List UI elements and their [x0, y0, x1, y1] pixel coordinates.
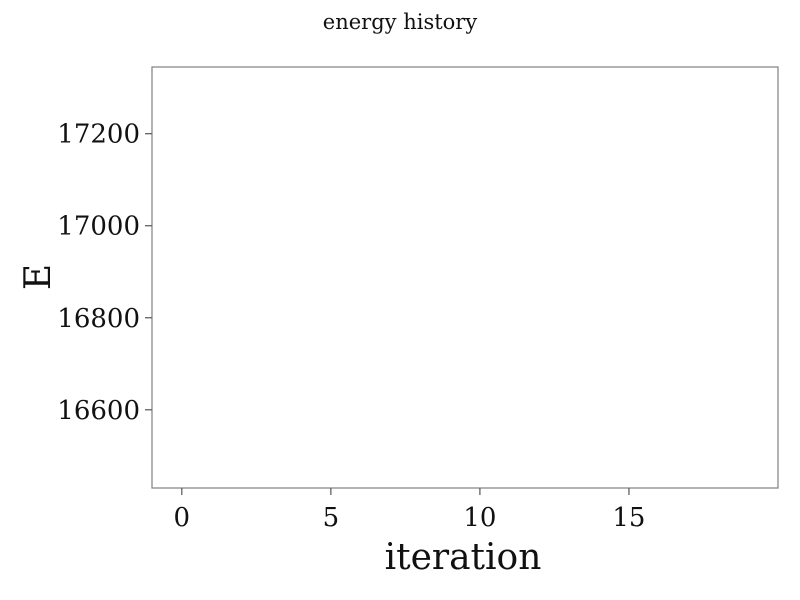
y-tick-label: 17200: [57, 120, 140, 150]
x-axis-ticks: 0 5 10 15: [174, 488, 645, 533]
x-axis-label: iteration: [385, 537, 542, 578]
x-tick-label: 10: [463, 503, 496, 533]
plot-area-frame: [151, 66, 779, 489]
x-tick-label: 0: [174, 503, 191, 533]
x-tick-label: 5: [323, 503, 340, 533]
y-tick-label: 16600: [57, 396, 140, 426]
y-tick-label: 17000: [57, 212, 140, 242]
x-tick-label: 15: [612, 503, 645, 533]
y-axis-label: E: [18, 264, 59, 290]
chart-title: energy history: [323, 10, 478, 34]
y-tick-label: 16800: [57, 304, 140, 334]
y-axis-ticks: 16600 16800 17000 17200: [57, 120, 152, 426]
